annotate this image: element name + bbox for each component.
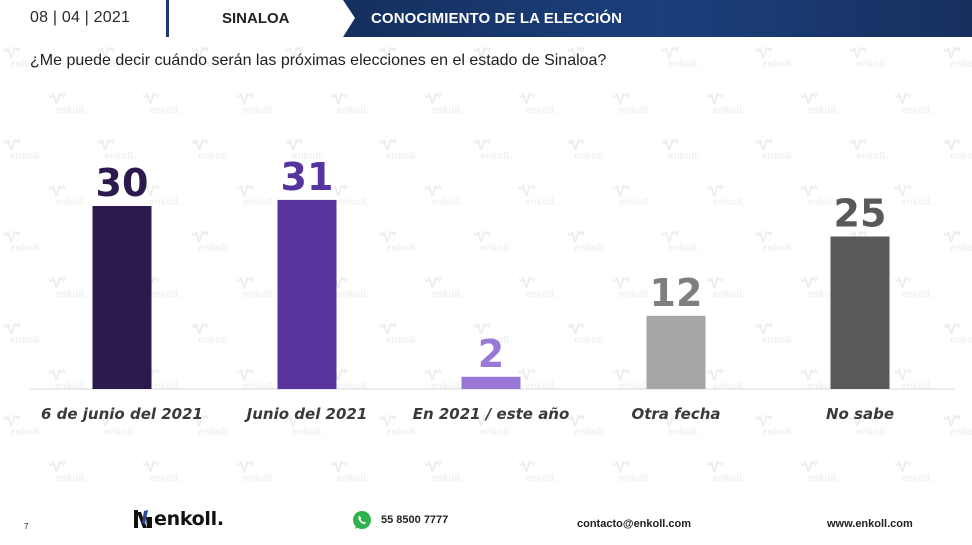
phone-number: 55 8500 7777: [381, 514, 449, 526]
category-label: En 2021 / este año: [413, 405, 570, 423]
slide-footer: 7 enkoll. 55 8500 7777 contacto@enkoll.c…: [0, 500, 972, 545]
category-label: Junio del 2021: [244, 405, 368, 423]
bar: [461, 376, 521, 389]
contact-email[interactable]: contacto@enkoll.com: [577, 518, 692, 530]
page-number: 7: [24, 522, 29, 531]
category-label: Otra fecha: [631, 405, 720, 423]
whatsapp-contact[interactable]: 55 8500 7777: [352, 510, 448, 530]
enkoll-logo: enkoll.: [133, 508, 224, 530]
section-title: CONOCIMIENTO DE LA ELECCIÓN: [371, 10, 623, 27]
bar-value-label: 31: [281, 155, 334, 199]
survey-question: ¿Me puede decir cuándo serán las próxima…: [30, 52, 607, 69]
section-banner: CONOCIMIENTO DE LA ELECCIÓN: [343, 0, 972, 37]
bar: [830, 236, 890, 389]
bar-value-label: 25: [834, 192, 887, 236]
website-link[interactable]: www.enkoll.com: [827, 518, 913, 530]
enkoll-logo-icon: [134, 510, 152, 528]
bar: [277, 199, 337, 389]
bar: [646, 315, 706, 389]
whatsapp-icon: [353, 511, 371, 529]
bar: [92, 206, 152, 389]
category-label: 6 de junio del 2021: [41, 405, 203, 423]
slide-header: 08 | 04 | 2021 SINALOA CONOCIMIENTO DE L…: [0, 0, 972, 37]
survey-date: 08 | 04 | 2021: [30, 9, 131, 26]
bar-value-label: 30: [96, 161, 149, 205]
logo-wordmark: enkoll.: [154, 508, 224, 530]
state-label: SINALOA: [222, 10, 290, 27]
bar-value-label: 2: [478, 332, 504, 376]
header-divider: [166, 0, 169, 37]
category-label: No sabe: [826, 405, 894, 423]
banner-shape: [343, 0, 972, 37]
bar-value-label: 12: [650, 271, 703, 315]
